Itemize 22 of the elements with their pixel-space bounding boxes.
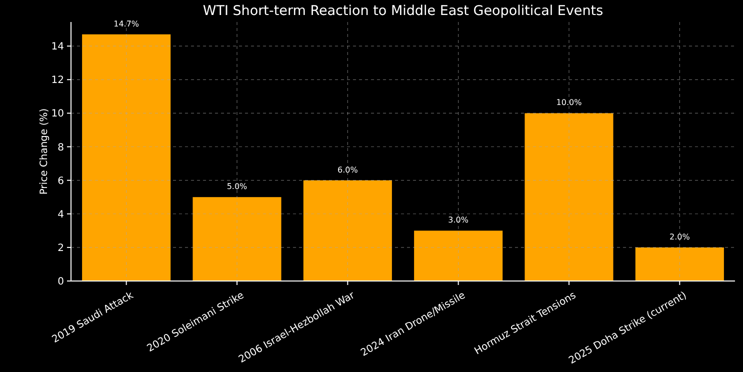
data-label: 5.0% — [226, 182, 248, 192]
chart-title: WTI Short-term Reaction to Middle East Geopolitical Events — [202, 3, 604, 19]
bar — [524, 113, 614, 281]
bar — [303, 180, 392, 281]
y-tick-label: 2 — [58, 242, 64, 254]
bar — [82, 34, 171, 281]
data-label: 10.0% — [556, 98, 582, 108]
y-tick-label: 4 — [58, 209, 64, 220]
data-label: 2.0% — [670, 232, 690, 242]
data-label: 6.0% — [338, 165, 358, 174]
bar — [414, 230, 503, 281]
y-axis-title: Price Change (%) — [39, 108, 50, 195]
y-tick-label: 0 — [58, 276, 64, 288]
y-tick-label: 14 — [51, 42, 64, 53]
y-tick-label: 12 — [51, 75, 64, 86]
y-tick-label: 6 — [58, 176, 64, 187]
y-tick-label: 10 — [51, 108, 64, 120]
bar — [192, 197, 282, 281]
y-tick-label: 8 — [58, 142, 64, 154]
data-label: 14.7% — [114, 19, 140, 28]
bar — [635, 247, 724, 281]
data-label: 3.0% — [448, 216, 469, 225]
